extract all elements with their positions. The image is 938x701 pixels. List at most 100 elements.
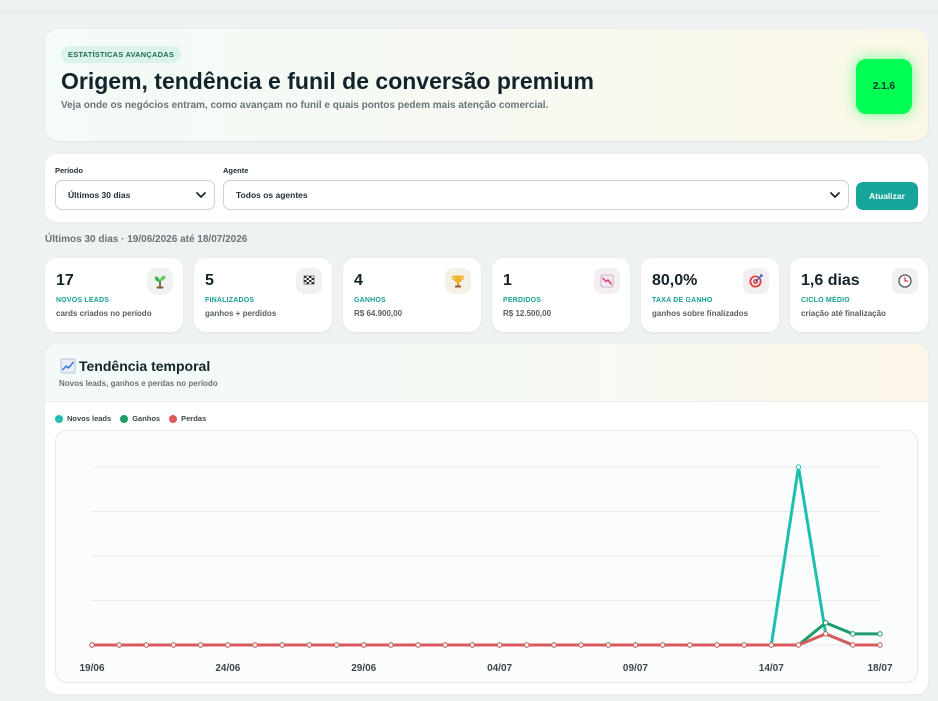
data-point: [116, 642, 122, 648]
data-point: [877, 642, 883, 648]
trend-subtitle: Novos leads, ganhos e perdas no período: [59, 379, 218, 388]
data-point: [659, 642, 666, 648]
x-tick-label: 18/07: [867, 663, 892, 674]
data-point: [469, 642, 476, 648]
kpi-subtitle: R$ 12.500,00: [503, 309, 552, 318]
kpi-card-win-rate: 80,0% TAXA DE GANHO ganhos sobre finaliz…: [641, 258, 779, 332]
data-point: [850, 642, 856, 648]
trend-title: Tendência temporal: [79, 358, 211, 374]
data-point: [578, 642, 584, 648]
x-tick-label: 14/07: [759, 663, 784, 674]
kpi-card-finalized: 5 FINALIZADOS ganhos + perdidos: [194, 258, 332, 332]
chevron-down-icon: [196, 192, 206, 198]
data-point: [361, 642, 367, 648]
clock-icon: [892, 268, 918, 294]
chevron-down-icon: [830, 192, 840, 198]
x-tick-label: 19/06: [79, 663, 104, 674]
legend-label: Perdas: [181, 414, 207, 423]
period-select-value: Últimos 30 dias: [68, 190, 131, 200]
trend-panel: Tendência temporal Novos leads, ganhos e…: [45, 344, 928, 694]
x-tick-label: 29/06: [351, 663, 376, 674]
chart-up-icon: [60, 358, 76, 374]
kpi-card-new-leads: 17 NOVOS LEADS cards criados no período: [45, 258, 183, 332]
kpi-title: TAXA DE GANHO: [652, 297, 713, 304]
seedling-icon: [147, 268, 173, 294]
kpi-card-lost: 1 PERDIDOS R$ 12.500,00: [492, 258, 630, 332]
legend-item-won[interactable]: Ganhos: [120, 414, 160, 423]
kpi-title: GANHOS: [354, 297, 386, 304]
kpi-subtitle: ganhos sobre finalizados: [652, 309, 749, 318]
data-point: [795, 642, 802, 648]
legend-item-new-leads[interactable]: Novos leads: [55, 414, 111, 423]
data-point: [279, 642, 285, 648]
version-badge: 2.1.6: [856, 59, 912, 114]
data-point: [333, 642, 340, 648]
kpi-title: FINALIZADOS: [205, 297, 255, 304]
kpi-value: 80,0%: [652, 272, 698, 289]
data-point: [388, 642, 394, 648]
agent-select-value: Todos os agentes: [236, 190, 308, 200]
series-line: [92, 632, 880, 647]
data-point: [741, 642, 747, 648]
filters-panel: Período Últimos 30 dias Agente Todos os …: [45, 154, 928, 222]
kpi-card-avg-cycle: 1,6 dias CICLO MÉDIO criação até finaliz…: [790, 258, 928, 332]
data-point: [605, 642, 611, 648]
kpi-title: PERDIDOS: [503, 297, 542, 304]
checkered-flag-icon: [296, 268, 322, 294]
chart-down-icon: [594, 268, 620, 294]
data-point: [306, 642, 313, 648]
kpi-title: NOVOS LEADS: [56, 297, 110, 304]
agent-label: Agente: [223, 166, 249, 175]
data-point: [768, 642, 775, 648]
period-label: Período: [55, 166, 83, 175]
data-point: [551, 642, 557, 648]
data-point: [252, 642, 258, 648]
kpi-title: CICLO MÉDIO: [801, 297, 850, 304]
page-title: Origem, tendência e funil de conversão p…: [61, 68, 594, 94]
data-point: [822, 620, 829, 626]
trophy-icon: [445, 268, 471, 294]
page-subtitle: Veja onde os negócios entram, como avanç…: [61, 100, 549, 111]
kpi-value: 5: [205, 272, 214, 289]
data-point: [524, 642, 530, 648]
data-point: [170, 642, 177, 648]
x-tick-label: 04/07: [487, 663, 512, 674]
kpi-subtitle: R$ 64.900,00: [354, 309, 403, 318]
chart-plot-area: 19/06 24/06 29/06 04/07 09/07 14/07 18/07: [55, 430, 918, 683]
data-point: [850, 631, 856, 637]
legend-swatch: [55, 414, 63, 423]
period-select[interactable]: Últimos 30 dias: [55, 180, 215, 210]
data-point: [415, 642, 421, 648]
series-line: [92, 621, 880, 647]
data-point: [442, 642, 448, 648]
kpi-value: 17: [56, 272, 74, 289]
date-range-label: Últimos 30 dias · 19/06/2026 até 18/07/2…: [45, 234, 248, 245]
data-point: [795, 464, 802, 470]
legend-swatch: [120, 414, 129, 423]
top-divider: [0, 12, 938, 13]
agent-select[interactable]: Todos os agentes: [223, 180, 849, 210]
chart-legend: Novos leads Ganhos Perdas: [55, 414, 206, 423]
data-point: [225, 642, 231, 648]
data-point: [197, 642, 204, 648]
legend-item-lost[interactable]: Perdas: [169, 414, 206, 423]
target-icon: [743, 268, 769, 294]
data-point: [714, 642, 720, 648]
legend-label: Novos leads: [67, 414, 112, 423]
kpi-card-won: 4 GANHOS R$ 64.900,00: [343, 258, 481, 332]
kpi-value: 4: [354, 272, 363, 289]
update-button[interactable]: Atualizar: [856, 182, 918, 210]
legend-swatch: [169, 414, 178, 423]
kpi-value: 1,6 dias: [801, 272, 860, 289]
kpi-subtitle: criação até finalização: [801, 309, 886, 318]
x-tick-label: 09/07: [623, 663, 648, 674]
data-point: [687, 642, 693, 648]
x-tick-label: 24/06: [215, 663, 240, 674]
data-point: [632, 642, 639, 648]
kpi-value: 1: [503, 272, 512, 289]
kpi-subtitle: ganhos + perdidos: [205, 309, 277, 318]
data-point: [877, 631, 883, 637]
data-point: [143, 642, 150, 648]
hero-panel: ESTATÍSTICAS AVANÇADAS Origem, tendência…: [45, 29, 928, 141]
data-point: [496, 642, 503, 648]
